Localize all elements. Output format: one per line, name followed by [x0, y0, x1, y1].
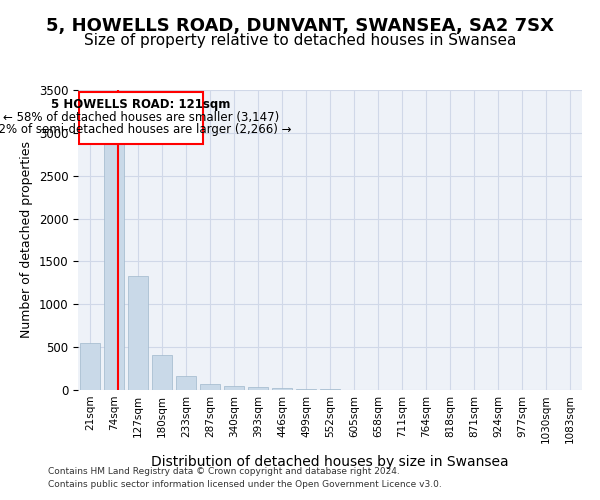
Bar — [320, 389, 340, 390]
Text: Size of property relative to detached houses in Swansea: Size of property relative to detached ho… — [84, 32, 516, 48]
Text: Contains HM Land Registry data © Crown copyright and database right 2024.: Contains HM Land Registry data © Crown c… — [48, 467, 400, 476]
Bar — [200, 384, 220, 390]
Text: 5, HOWELLS ROAD, DUNVANT, SWANSEA, SA2 7SX: 5, HOWELLS ROAD, DUNVANT, SWANSEA, SA2 7… — [46, 18, 554, 36]
Bar — [79, 92, 203, 144]
Bar — [152, 355, 172, 390]
Bar — [128, 276, 148, 390]
Bar — [296, 388, 316, 390]
Y-axis label: Number of detached properties: Number of detached properties — [20, 142, 33, 338]
Bar — [248, 387, 268, 390]
Text: ← 58% of detached houses are smaller (3,147): ← 58% of detached houses are smaller (3,… — [3, 110, 279, 124]
Bar — [224, 386, 244, 390]
Bar — [272, 388, 292, 390]
Bar — [176, 376, 196, 390]
Text: Contains public sector information licensed under the Open Government Licence v3: Contains public sector information licen… — [48, 480, 442, 489]
Bar — [104, 142, 124, 390]
Text: 5 HOWELLS ROAD: 121sqm: 5 HOWELLS ROAD: 121sqm — [52, 98, 230, 110]
Text: 42% of semi-detached houses are larger (2,266) →: 42% of semi-detached houses are larger (… — [0, 124, 291, 136]
X-axis label: Distribution of detached houses by size in Swansea: Distribution of detached houses by size … — [151, 454, 509, 468]
Bar — [80, 343, 100, 390]
